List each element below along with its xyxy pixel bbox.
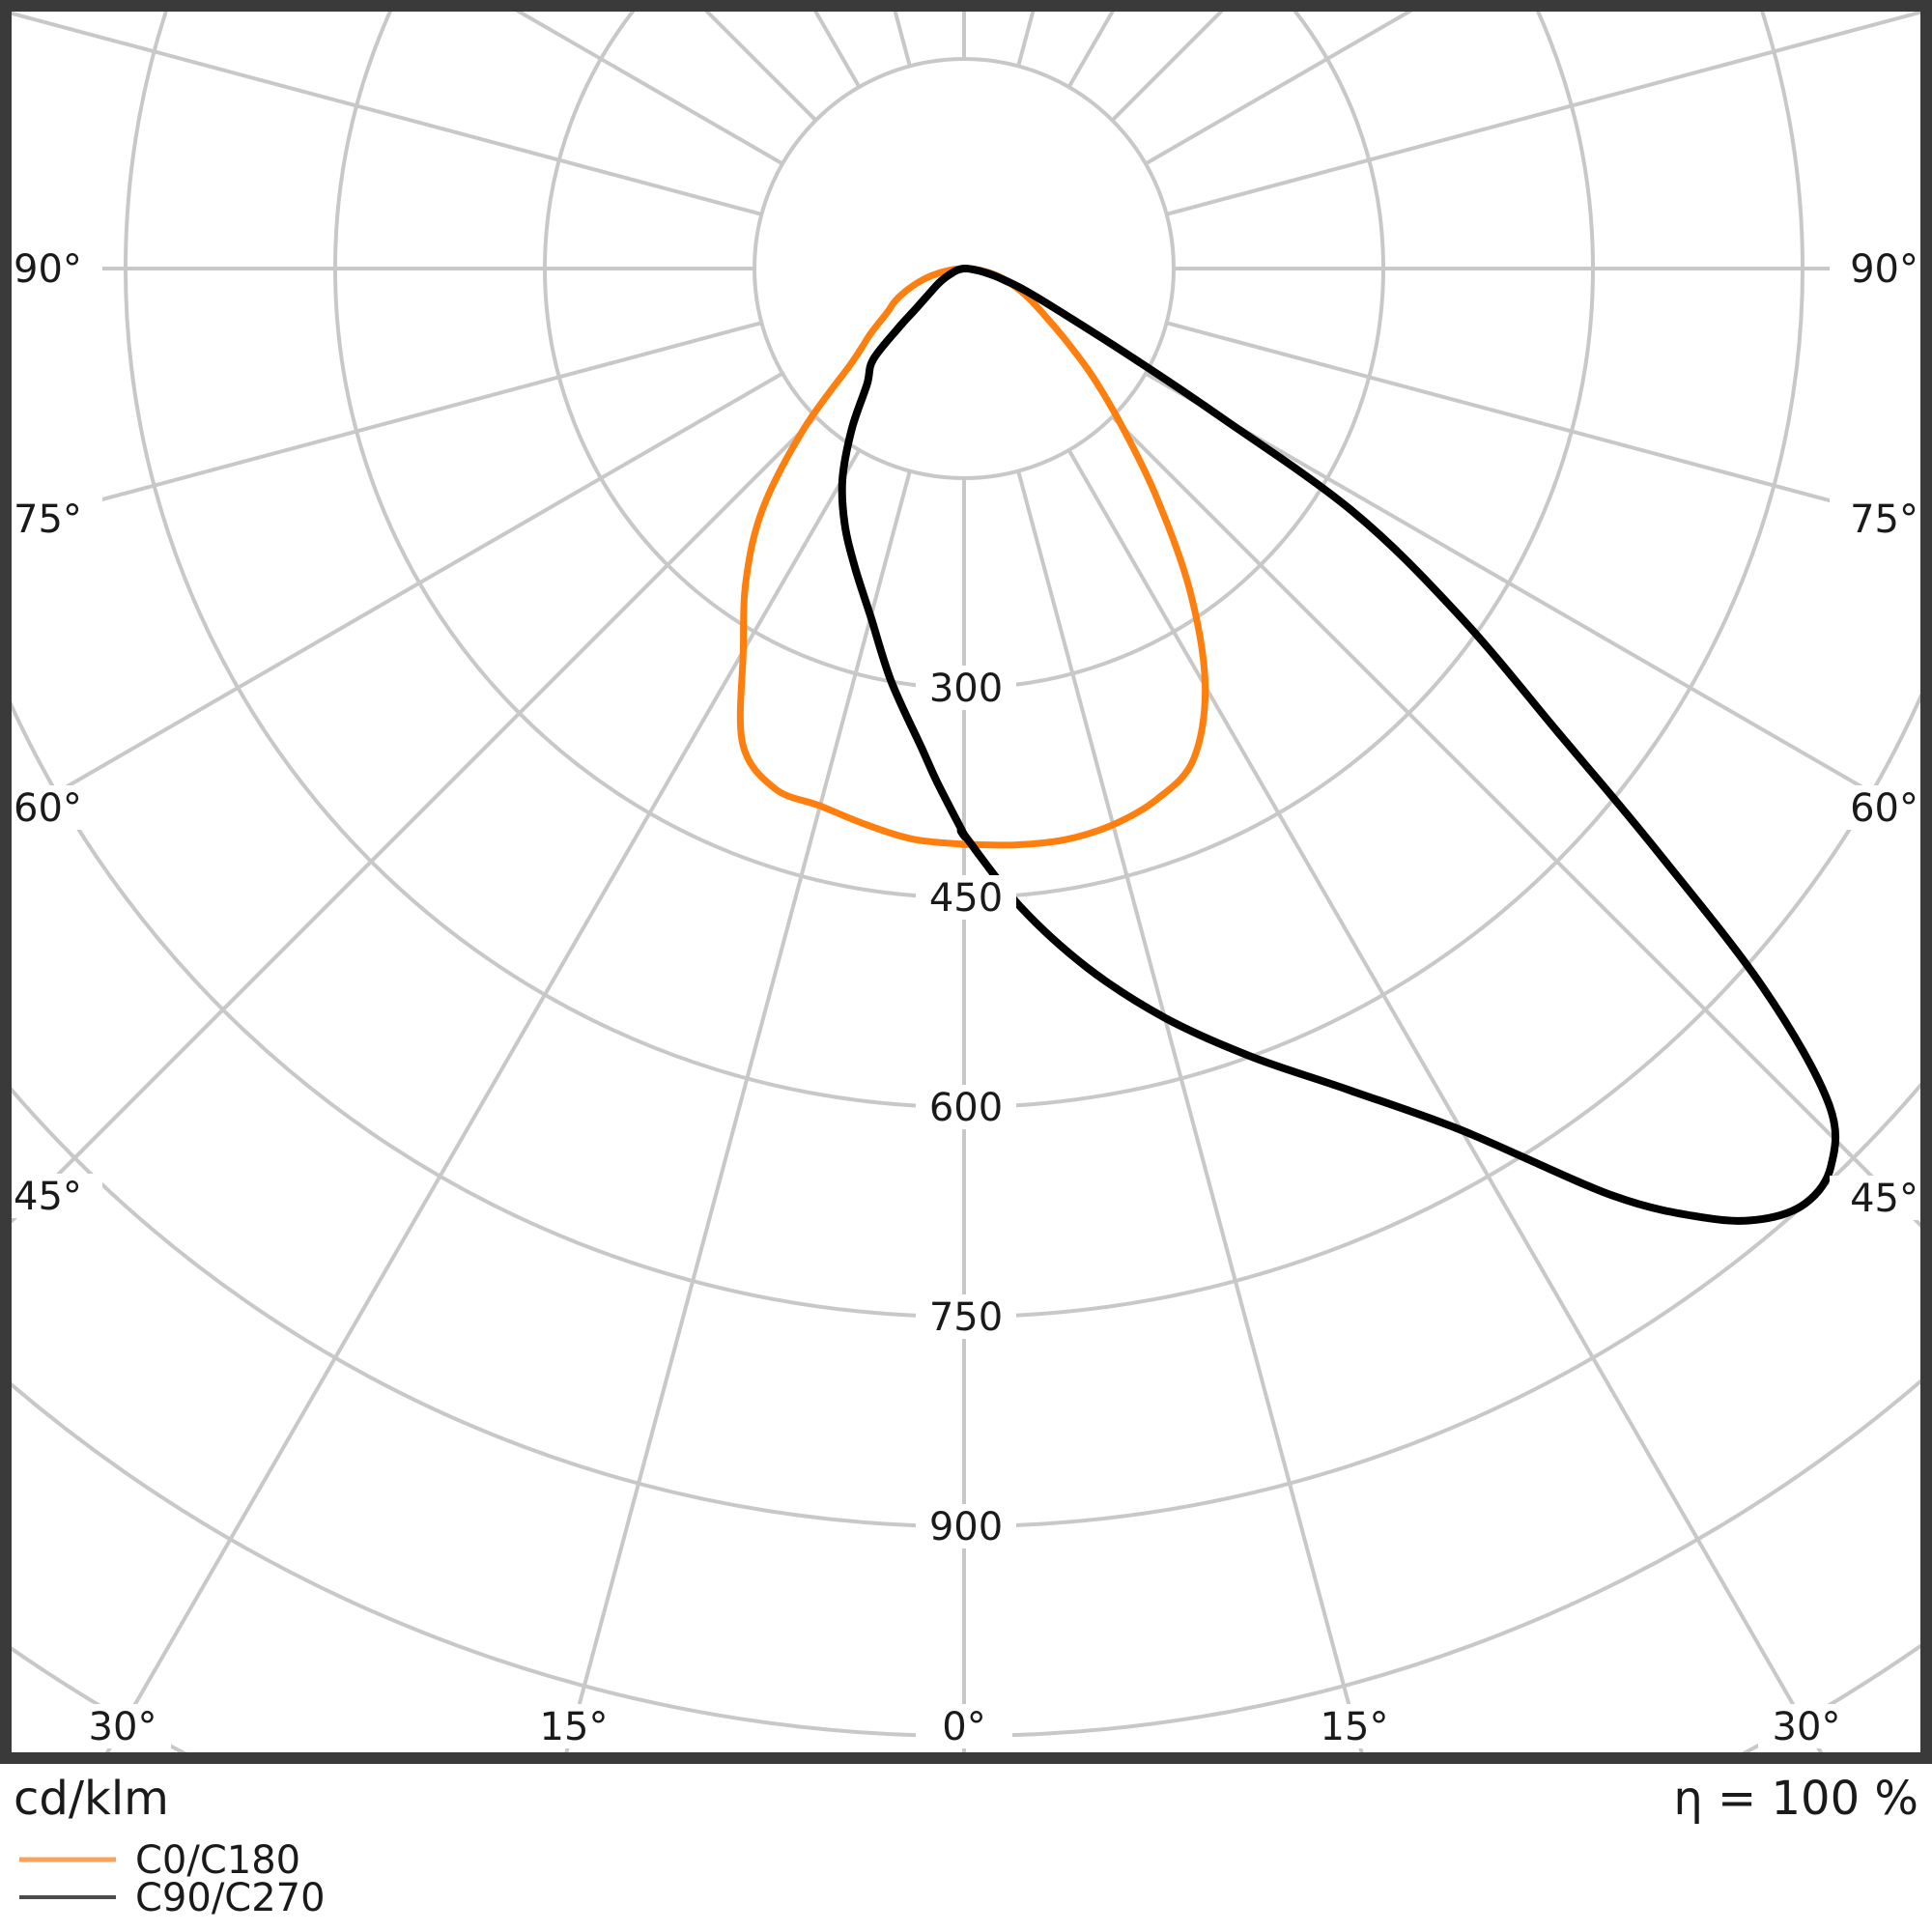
angle-label-4: 90°	[1850, 247, 1918, 292]
angle-label-11: 15°	[1321, 1705, 1389, 1749]
tick-labels: 300 450 600 750 900 90° 75° 60° 45° 90° 75° 60° 45° 3…	[6, 246, 1926, 1749]
grid-spoke-300	[12, 371, 784, 821]
ring-label-450: 450	[929, 876, 1003, 921]
angle-label-12: 30°	[1773, 1705, 1841, 1749]
grid-spoke-75	[1166, 321, 1920, 527]
grid-spoke-15	[1016, 470, 1366, 1758]
angle-label-patch-4	[1830, 246, 1926, 291]
ring-label-600: 600	[929, 1086, 1003, 1130]
angle-label-patch-8	[74, 1704, 171, 1748]
grid-spoke-345	[562, 470, 912, 1758]
angle-label-5: 75°	[1850, 497, 1918, 542]
ring-label-patch-600	[916, 1085, 1016, 1129]
angle-label-patch-11	[1306, 1704, 1403, 1748]
angle-label-7: 45°	[1850, 1177, 1918, 1221]
plot-frame	[0, 0, 1932, 1764]
curve-c0-c180	[736, 265, 1209, 849]
ring-label-patch-900	[916, 1504, 1016, 1548]
angle-label-6: 60°	[1850, 786, 1918, 831]
grid-spoke-285	[12, 321, 762, 526]
efficiency-label: η = 100 %	[1673, 1772, 1918, 1826]
angle-label-patch-7	[1830, 1176, 1926, 1220]
footer: cd/klm η = 100 % C0/C180 C90/C270	[14, 1772, 1918, 1920]
grid-spoke-45	[1111, 415, 1920, 1228]
ring-label-patch-300	[916, 666, 1016, 710]
angle-label-10: 0°	[942, 1705, 985, 1749]
frame-border	[0, 0, 1932, 1764]
angle-label-9: 15°	[540, 1705, 609, 1749]
angle-label-patch-12	[1758, 1704, 1855, 1748]
angle-label-patch-2	[6, 785, 102, 830]
ring-label-900: 900	[929, 1505, 1003, 1549]
ring-label-750: 750	[929, 1295, 1003, 1340]
angle-label-3: 45°	[14, 1175, 82, 1219]
grid-spoke-105	[1166, 12, 1920, 216]
grid-spoke-60	[1144, 371, 1920, 823]
angle-label-patch-0	[6, 246, 102, 291]
unit-label: cd/klm	[14, 1772, 169, 1826]
legend: C0/C180 C90/C270	[19, 1838, 326, 1920]
ring-label-300: 300	[929, 667, 1003, 711]
angle-label-8: 30°	[89, 1705, 157, 1749]
grid-spoke-255	[12, 12, 762, 216]
ring-label-patch-750	[916, 1294, 1016, 1339]
angle-label-patch-3	[6, 1174, 102, 1218]
legend-label-c0-c180: C0/C180	[135, 1838, 300, 1883]
legend-label-c90-c270: C90/C270	[135, 1876, 326, 1920]
grid-spoke-330	[101, 448, 862, 1758]
grid-spoke-30	[1066, 448, 1827, 1758]
angle-label-0: 90°	[14, 247, 82, 292]
ring-label-patch-450	[916, 875, 1016, 920]
angle-label-patch-1	[6, 497, 102, 541]
angle-label-2: 60°	[14, 786, 82, 831]
angle-label-1: 75°	[14, 497, 82, 542]
angle-label-patch-6	[1830, 785, 1926, 830]
curves	[736, 265, 1840, 1225]
curve-c90-c270	[838, 265, 1840, 1225]
angle-label-patch-10	[916, 1704, 1012, 1748]
angle-label-patch-5	[1830, 497, 1926, 541]
grid-spoke-315	[12, 415, 817, 1224]
angle-label-patch-9	[526, 1704, 622, 1748]
